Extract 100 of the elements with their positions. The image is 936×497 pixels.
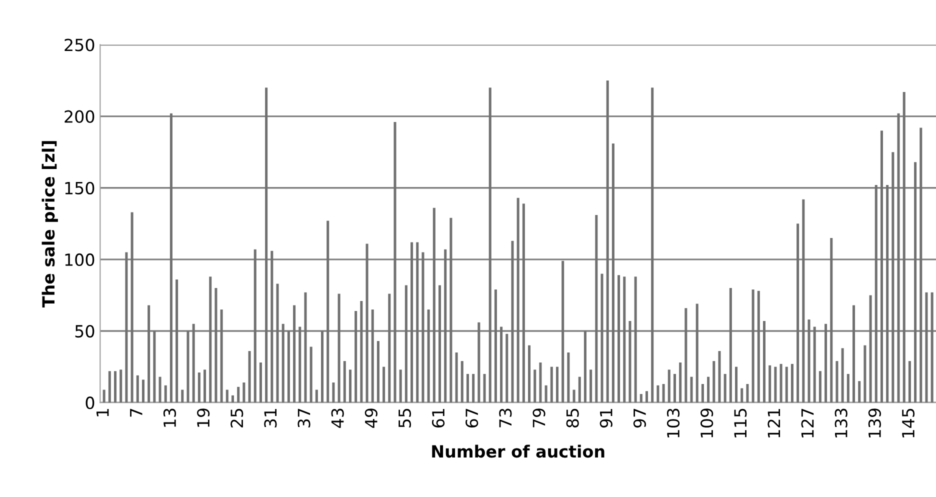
bar [584,331,586,403]
bar [780,364,782,403]
x-tick-label: 43 [331,408,344,428]
bar [231,395,234,403]
bar [796,224,800,403]
bar [254,249,256,403]
bar [864,345,866,403]
bar [774,366,777,403]
bar [668,370,670,403]
bar [478,322,480,403]
bar [818,371,822,403]
x-tick-label: 115 [734,408,747,438]
bar [114,371,117,403]
bar [920,128,922,403]
bar [376,341,380,403]
bar [276,284,279,403]
bar [757,290,760,403]
bar [902,92,906,403]
bar [618,275,620,403]
bar [740,388,744,403]
bar [321,331,324,403]
bar [343,361,346,403]
x-tick-label: 13 [163,408,176,427]
bar [640,394,642,403]
bar [908,361,911,403]
bar [556,366,558,403]
bar [656,385,660,403]
bar [153,331,156,403]
bar [237,386,240,403]
bar [102,390,106,403]
bar [176,279,178,403]
x-axis-title: Number of auction [432,444,604,458]
bar [130,212,134,403]
bar [718,351,721,403]
bar [511,240,514,403]
bar [651,88,654,403]
bar [483,374,486,403]
bar [852,305,856,403]
bar [914,162,917,403]
bar [170,113,172,403]
bar [562,260,564,403]
bar [623,276,626,403]
x-tick-label: 139 [868,408,881,438]
x-tick-label: 91 [600,408,612,428]
bar [388,294,391,403]
y-tick-label: 250 [64,38,94,52]
bar [438,285,442,403]
bar [841,348,844,403]
bar [768,365,772,403]
bar [606,80,609,403]
bar [371,310,374,403]
bar [830,238,833,403]
bar [427,310,430,403]
bar [930,292,934,403]
bar [690,376,693,403]
bar [752,289,754,403]
bar [432,208,436,403]
bar [550,366,553,403]
bar [186,331,190,403]
x-tick-label: 1 [96,408,109,416]
bar [712,361,716,403]
bar [925,292,928,403]
bar [785,366,788,403]
x-tick-label: 49 [364,408,378,428]
x-tick-label: 121 [768,408,780,438]
bar [544,385,548,403]
bar [808,320,810,403]
bar [628,320,632,403]
x-tick-label: 37 [298,408,310,428]
bar [315,390,318,403]
bar [198,372,200,403]
bar [108,371,111,403]
bar [595,215,598,403]
bar [892,152,894,403]
bar [259,362,262,403]
bar [701,384,704,403]
bar [142,380,144,403]
bar [516,198,520,403]
bar [846,374,850,403]
bar [645,391,648,403]
bar [450,218,452,403]
bar [360,300,363,403]
bar [125,252,128,403]
x-tick-label: 109 [700,408,714,438]
bar [382,366,386,403]
bar [813,326,816,403]
bar [488,88,492,403]
bar [287,331,290,403]
x-tick-label: 61 [432,408,445,428]
bar [265,88,268,403]
x-tick-label: 85 [566,408,579,428]
bar [534,370,536,403]
bar [679,362,682,403]
bar [590,370,592,403]
bar [209,276,212,403]
x-tick-label: 31 [264,408,277,428]
bar [662,384,665,403]
bar [326,220,330,403]
bar [824,324,828,403]
bar [460,361,464,403]
